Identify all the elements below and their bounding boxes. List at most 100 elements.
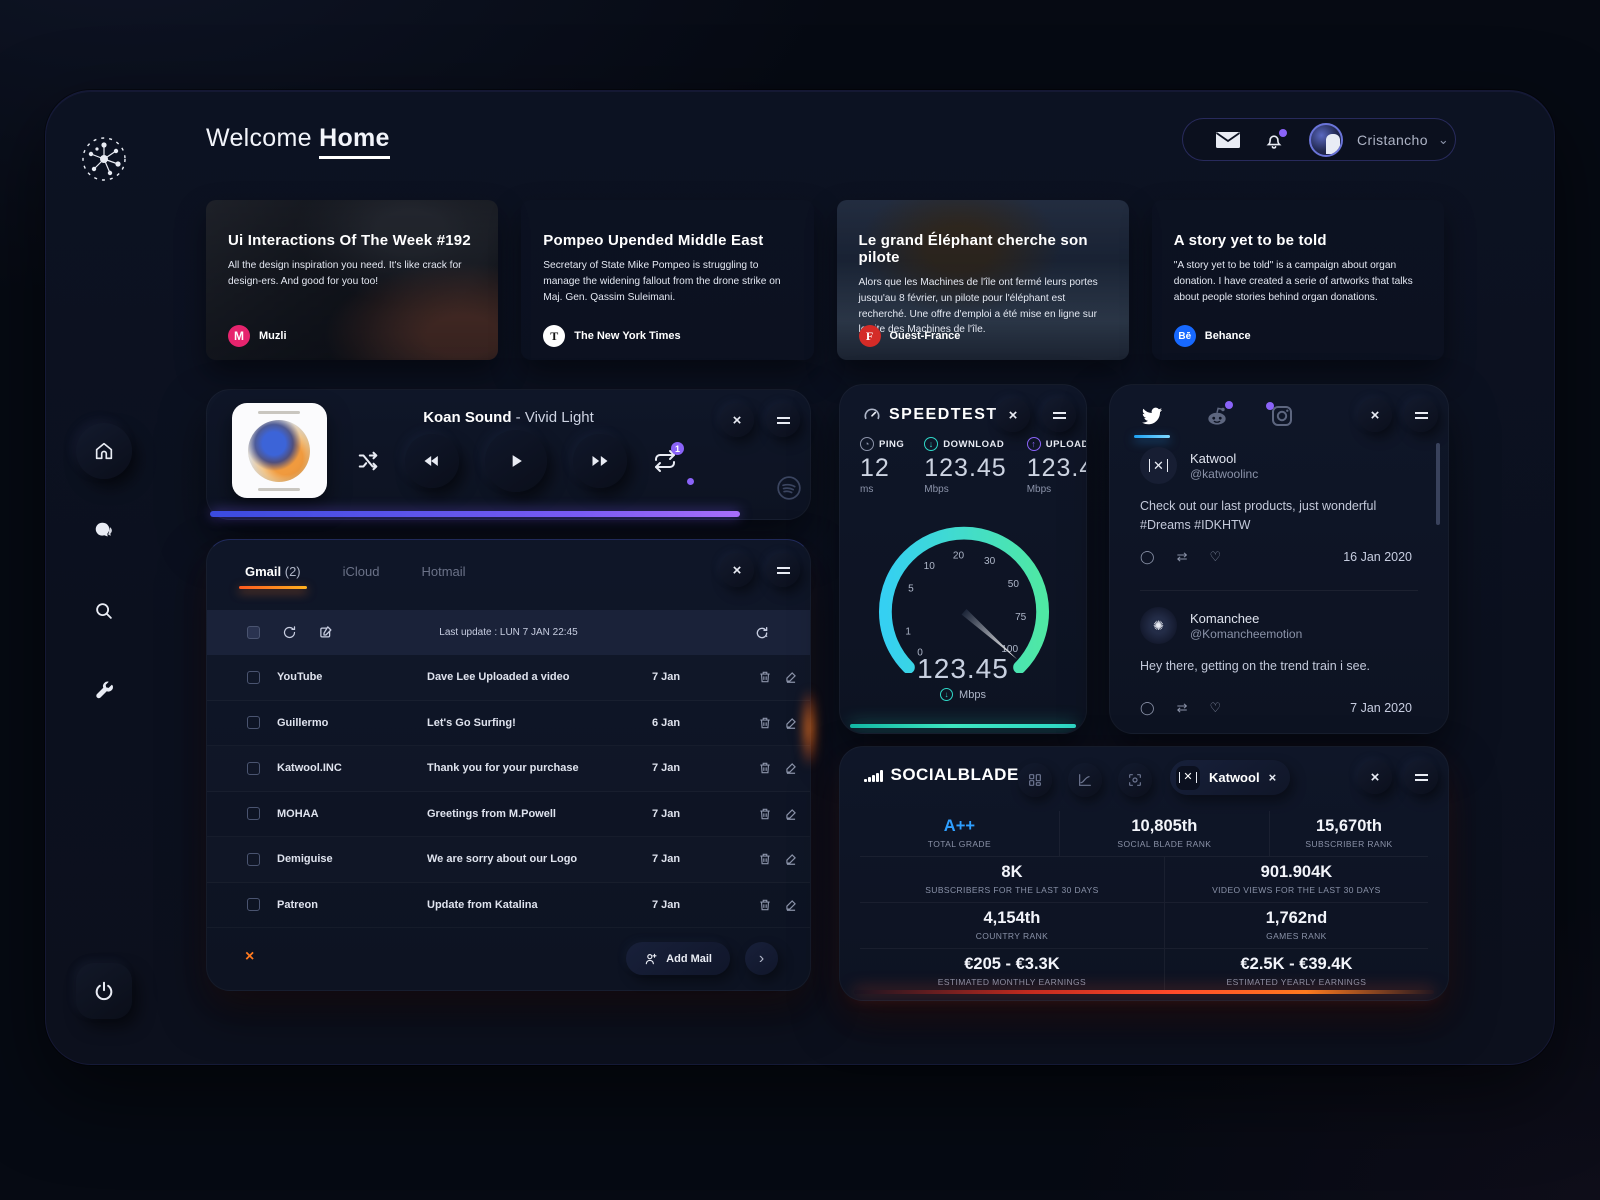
feed-scrollbar[interactable] <box>1436 443 1440 525</box>
shuffle-button[interactable] <box>357 450 379 472</box>
player-close-button[interactable]: × <box>720 403 754 437</box>
email-row[interactable]: Demiguise We are sorry about our Logo 7 … <box>207 837 810 883</box>
tweet[interactable]: ✺ Komanchee @Komancheemotion Hey there, … <box>1140 607 1412 716</box>
schedule-refresh-icon[interactable] <box>754 625 770 641</box>
trash-icon[interactable] <box>758 761 772 775</box>
svg-text:5: 5 <box>908 584 914 595</box>
email-alert-glow <box>802 690 816 766</box>
tab-hotmail[interactable]: Hotmail <box>421 564 466 579</box>
row-checkbox[interactable] <box>247 761 260 775</box>
tab-instagram[interactable] <box>1266 402 1294 438</box>
news-title: Pompeo Upended Middle East <box>543 232 764 249</box>
email-row[interactable]: Guillermo Let's Go Surfing! 6 Jan <box>207 701 810 747</box>
muzli-logo-icon: M <box>228 325 250 347</box>
add-mail-button[interactable]: Add Mail <box>626 942 730 975</box>
row-checkbox[interactable] <box>247 716 260 730</box>
feed-menu-button[interactable] <box>1404 398 1438 432</box>
socialblade-brand: SOCIALBLADE <box>890 765 1019 784</box>
news-card-muzli[interactable]: Ui Interactions Of The Week #192 All the… <box>206 200 498 360</box>
power-button[interactable] <box>76 963 132 1019</box>
trash-icon[interactable] <box>758 852 772 866</box>
svg-text:30: 30 <box>984 556 996 567</box>
grid-view-icon[interactable] <box>1018 763 1052 797</box>
like-icon[interactable]: ♡ <box>1209 699 1222 715</box>
search-icon <box>96 603 112 619</box>
compose-icon[interactable] <box>319 625 334 640</box>
user-menu[interactable]: Cristancho ⌄ <box>1182 118 1456 161</box>
email-row[interactable]: Patreon Update from Katalina 7 Jan <box>207 883 810 929</box>
clear-button[interactable]: × <box>245 948 255 965</box>
edit-icon[interactable] <box>784 852 798 866</box>
repeat-button[interactable]: 1 <box>653 442 684 473</box>
trash-icon[interactable] <box>758 807 772 821</box>
edit-icon[interactable] <box>784 670 798 684</box>
tab-reddit[interactable] <box>1204 401 1233 439</box>
chart-view-icon[interactable] <box>1068 763 1102 797</box>
trash-icon[interactable] <box>758 898 772 912</box>
speedtest-close-button[interactable]: × <box>996 398 1030 432</box>
email-footer: × Add Mail › <box>207 926 810 990</box>
select-all-checkbox[interactable] <box>247 626 260 639</box>
socialblade-menu-button[interactable] <box>1404 760 1438 794</box>
sidebar-item-messages[interactable] <box>76 503 132 559</box>
news-card-ouest-france[interactable]: Le grand Éléphant cherche son pilote Alo… <box>837 200 1129 360</box>
edit-icon[interactable] <box>784 716 798 730</box>
edit-icon[interactable] <box>784 761 798 775</box>
fast-forward-button[interactable] <box>573 434 627 488</box>
refresh-icon[interactable] <box>282 625 297 640</box>
play-button[interactable] <box>485 430 547 492</box>
email-date: 7 Jan <box>652 853 681 866</box>
avatar-komanchee: ✺ <box>1140 607 1177 644</box>
row-checkbox[interactable] <box>247 670 260 684</box>
add-person-icon <box>645 953 657 964</box>
email-row[interactable]: Katwool.INC Thank you for your purchase … <box>207 746 810 792</box>
scan-eye-icon[interactable] <box>1118 763 1152 797</box>
email-date: 7 Jan <box>652 671 681 684</box>
channel-filter-katwool[interactable]: ✕ Katwool × <box>1170 760 1291 795</box>
stat-subscribers-30d: 8K SUBSCRIBERS FOR THE LAST 30 DAYS <box>925 863 1099 895</box>
progress-bar[interactable] <box>210 511 740 517</box>
remove-channel-icon[interactable]: × <box>1268 770 1277 785</box>
email-date: 7 Jan <box>652 898 681 911</box>
email-row[interactable]: MOHAA Greetings from M.Powell 7 Jan <box>207 792 810 838</box>
retweet-icon[interactable]: ⇄ <box>1176 699 1188 715</box>
notifications-bell-icon[interactable] <box>1263 128 1287 151</box>
notification-dot <box>1225 401 1233 409</box>
news-card-nyt[interactable]: Pompeo Upended Middle East Secretary of … <box>521 200 813 360</box>
sidebar-item-tools[interactable] <box>76 663 132 719</box>
tab-icloud[interactable]: iCloud <box>342 564 380 579</box>
player-menu-button[interactable] <box>766 403 800 437</box>
like-icon[interactable]: ♡ <box>1209 548 1222 564</box>
next-page-button[interactable]: › <box>745 942 778 975</box>
socialblade-close-button[interactable]: × <box>1358 760 1392 794</box>
reply-icon[interactable]: ◯ <box>1140 699 1155 715</box>
avatar[interactable] <box>1309 122 1343 157</box>
rewind-button[interactable] <box>405 434 459 488</box>
reply-icon[interactable]: ◯ <box>1140 548 1155 564</box>
row-checkbox[interactable] <box>247 807 260 821</box>
sidebar-item-search[interactable] <box>76 583 132 639</box>
sidebar-item-home[interactable] <box>76 423 132 479</box>
tweet-handle: @Komancheemotion <box>1190 627 1303 642</box>
email-row[interactable]: YouTube Dave Lee Uploaded a video 7 Jan <box>207 655 810 701</box>
row-checkbox[interactable] <box>247 898 260 912</box>
speedtest-menu-button[interactable] <box>1042 398 1076 432</box>
email-menu-button[interactable] <box>766 553 800 587</box>
tab-gmail[interactable]: Gmail (2) <box>239 564 307 589</box>
edit-icon[interactable] <box>784 807 798 821</box>
feed-close-button[interactable]: × <box>1358 398 1392 432</box>
download-icon: ↓ <box>924 437 939 451</box>
news-card-behance[interactable]: A story yet to be told "A story yet to b… <box>1152 200 1444 360</box>
retweet-icon[interactable]: ⇄ <box>1176 548 1188 564</box>
row-checkbox[interactable] <box>247 852 260 866</box>
email-close-button[interactable]: × <box>720 553 754 587</box>
tweet[interactable]: ✕ Katwool @katwoolinc Check out our last… <box>1140 447 1412 565</box>
chevron-down-icon[interactable]: ⌄ <box>1437 131 1449 147</box>
trash-icon[interactable] <box>758 716 772 730</box>
trash-icon[interactable] <box>758 670 772 684</box>
mail-icon[interactable] <box>1215 130 1241 150</box>
tab-twitter[interactable] <box>1134 404 1170 438</box>
news-source: The New York Times <box>574 330 681 342</box>
email-date: 7 Jan <box>652 807 681 820</box>
edit-icon[interactable] <box>784 898 798 912</box>
